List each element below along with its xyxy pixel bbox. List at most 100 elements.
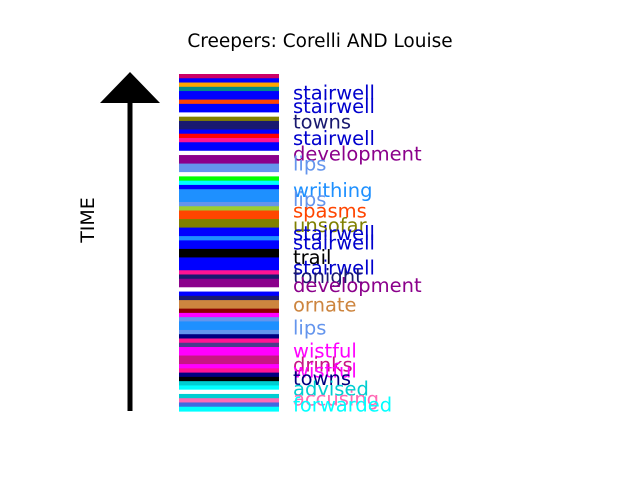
stripe — [179, 219, 279, 224]
stripe — [179, 167, 279, 173]
word-label: stairwell — [293, 222, 375, 245]
stripe — [179, 304, 279, 310]
word-label: trail — [293, 246, 331, 269]
stripe — [179, 278, 279, 284]
stripe — [179, 236, 279, 241]
stripe — [179, 274, 279, 280]
stripe — [179, 125, 279, 131]
stripe — [179, 368, 279, 374]
stripe — [179, 283, 279, 288]
stripe — [179, 193, 279, 199]
stripe — [179, 189, 279, 195]
word-label: stairwell — [293, 232, 375, 255]
stripe — [179, 329, 279, 335]
word-label: spasms — [293, 200, 367, 223]
word-label: writhing — [293, 179, 373, 202]
stripe — [179, 372, 279, 378]
stripe — [179, 257, 279, 263]
stripe — [179, 393, 279, 399]
stripe — [179, 176, 279, 182]
stripe — [179, 180, 279, 186]
stripe — [179, 265, 279, 271]
stripe — [179, 308, 279, 314]
stripe — [179, 74, 279, 79]
stripe — [179, 223, 279, 229]
stripe — [179, 155, 279, 160]
stripe — [179, 159, 279, 165]
stripe — [179, 137, 279, 143]
word-label: stairwell — [293, 256, 375, 279]
stripe — [179, 91, 279, 96]
word-label: ornate — [293, 293, 357, 316]
stripe — [179, 103, 279, 109]
stripe — [179, 312, 279, 318]
word-label: stairwell — [293, 127, 375, 150]
stripe — [179, 82, 279, 88]
stripe — [179, 347, 279, 352]
word-label: lips — [293, 153, 326, 176]
chart-title: Creepers: Corelli AND Louise — [187, 31, 453, 52]
stripe — [179, 142, 279, 148]
stripe-column — [179, 74, 279, 412]
stripe — [179, 201, 279, 207]
stripe — [179, 99, 279, 105]
stripe — [179, 402, 279, 408]
stripe — [179, 129, 279, 135]
stripe — [179, 321, 279, 327]
stripe — [179, 78, 279, 84]
stripe — [179, 385, 279, 391]
stripe — [179, 291, 279, 297]
stripe — [179, 210, 279, 216]
stripe — [179, 163, 279, 169]
stripe — [179, 381, 279, 387]
word-label: development — [293, 142, 422, 165]
stripe — [179, 300, 279, 305]
word-label: stairwell — [293, 81, 375, 104]
word-label: tonight — [293, 265, 363, 288]
word-label: advised — [293, 378, 369, 401]
stripe — [179, 398, 279, 404]
stripe — [179, 338, 279, 344]
stripe — [179, 112, 279, 118]
stripe — [179, 317, 279, 323]
stripe — [179, 295, 279, 301]
stripe — [179, 342, 279, 348]
time-arrow-head — [100, 72, 160, 103]
word-labels: stairwellstairwelltownsstairwelldevelopm… — [293, 81, 422, 416]
stripe — [179, 406, 279, 412]
stripe — [179, 240, 279, 246]
word-label: wistful — [293, 359, 357, 382]
word-label: lips — [293, 188, 326, 211]
stripe — [179, 214, 279, 220]
stripe — [179, 184, 279, 190]
stripe — [179, 351, 279, 357]
stripe — [179, 376, 279, 382]
stripe — [179, 150, 279, 156]
stripe — [179, 355, 279, 361]
stripe — [179, 108, 279, 113]
stripe — [179, 120, 279, 126]
time-arrow — [100, 72, 160, 411]
stripe — [179, 261, 279, 267]
word-label: stairwell — [293, 95, 375, 118]
stripe — [179, 334, 279, 340]
word-label: drinks — [293, 353, 353, 376]
word-label: wistful — [293, 340, 357, 363]
word-label: accusing — [293, 387, 379, 410]
stripe — [179, 86, 279, 92]
word-label: towns — [293, 110, 351, 133]
stripe — [179, 206, 279, 212]
word-label: forwarded — [293, 393, 392, 416]
stripe — [179, 389, 279, 395]
stripe — [179, 133, 279, 139]
stripe — [179, 253, 279, 259]
stripe — [179, 197, 279, 203]
stripe — [179, 95, 279, 101]
stripe — [179, 287, 279, 293]
stripe — [179, 172, 279, 177]
word-label: lips — [293, 317, 326, 340]
word-label: unsofar — [293, 214, 368, 237]
stripe — [179, 270, 279, 276]
word-label: development — [293, 274, 422, 297]
